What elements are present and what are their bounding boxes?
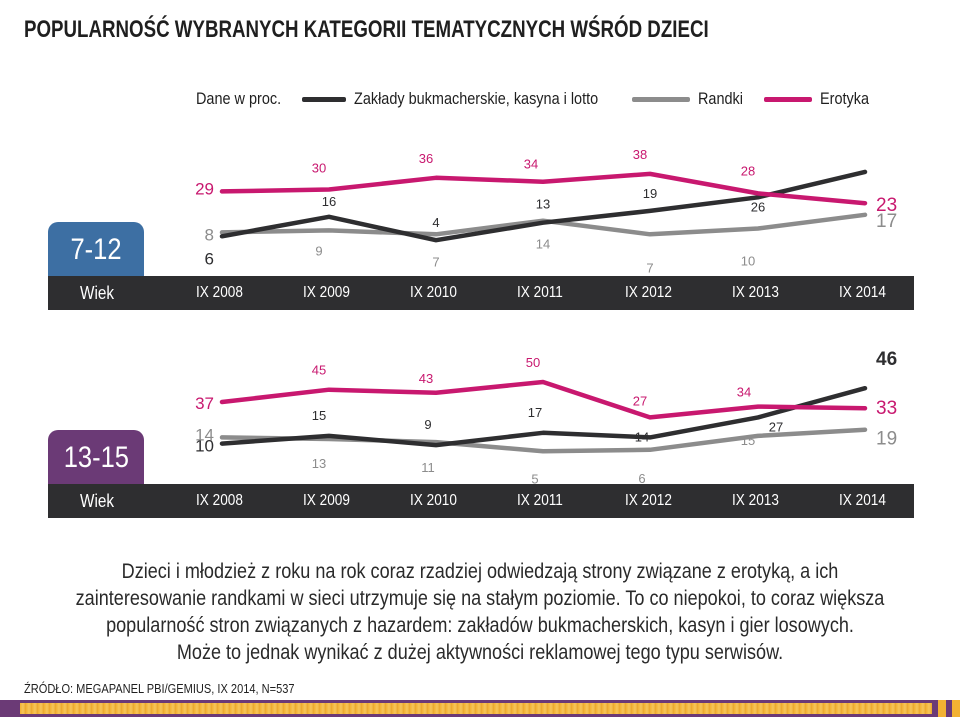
data-label-dating: 14 xyxy=(195,425,214,444)
data-label-erotica: 34 xyxy=(524,157,538,172)
description-line: popularność stron związanych z hazardem:… xyxy=(106,614,854,637)
data-label-gambling: 6 xyxy=(205,249,214,268)
tick-label: IX 2011 xyxy=(517,492,563,509)
data-label-gambling: 16 xyxy=(322,194,336,209)
tick-label: IX 2008 xyxy=(196,284,243,301)
data-label-erotica: 29 xyxy=(195,179,214,198)
data-label-dating: 7 xyxy=(646,260,653,275)
age-group-label: 13-15 xyxy=(63,441,129,474)
data-label-erotica: 30 xyxy=(312,161,326,176)
data-label-dating: 10 xyxy=(741,254,755,269)
data-label-dating: 15 xyxy=(741,433,755,448)
data-label-erotica: 45 xyxy=(312,363,326,378)
age-group-label: 7-12 xyxy=(70,233,122,266)
data-label-erotica: 34 xyxy=(737,385,751,400)
legend-swatch-gambling xyxy=(302,97,346,102)
legend-swatch-dating xyxy=(632,97,690,102)
tick-label: IX 2013 xyxy=(732,284,779,301)
footer-strip-mark xyxy=(938,700,946,717)
data-label-dating: 7 xyxy=(432,254,439,269)
tick-label: IX 2009 xyxy=(303,492,350,509)
x-axis-bar-13-15: Wiek IX 2008 IX 2009 IX 2010 IX 2011 IX … xyxy=(48,484,914,518)
legend-label-erotica: Erotyka xyxy=(820,89,869,108)
description-line: zainteresowanie randkami w sieci utrzymu… xyxy=(75,587,885,610)
description-line: Może to jednak wynikać z dużej aktywnośc… xyxy=(176,641,784,664)
data-label-erotica: 38 xyxy=(633,147,647,162)
data-label-erotica: 36 xyxy=(419,151,433,166)
x-axis-bar-7-12: Wiek IX 2008 IX 2009 IX 2010 IX 2011 IX … xyxy=(48,276,914,310)
description: Dzieci i młodzież z roku na rok coraz rz… xyxy=(0,558,960,666)
age-group-badge-13-15: 13-15 xyxy=(48,430,144,486)
data-label-gambling: 14 xyxy=(635,429,649,444)
data-label-erotica: 33 xyxy=(876,398,897,419)
data-label-dating: 19 xyxy=(876,429,897,450)
tick-label: IX 2009 xyxy=(303,284,350,301)
series-line-gambling xyxy=(219,385,868,448)
data-label-dating: 14 xyxy=(536,237,550,252)
series-line-erotica xyxy=(219,379,868,420)
data-label-erotica: 37 xyxy=(195,394,214,413)
tick-label: IX 2012 xyxy=(625,284,672,301)
footer-strip-inner xyxy=(20,703,932,714)
data-label-gambling: 19 xyxy=(643,186,657,201)
tick-label: IX 2010 xyxy=(410,492,457,509)
legend-label-gambling: Zakłady bukmacherskie, kasyna i lotto xyxy=(354,89,599,108)
data-label-gambling: 10 xyxy=(195,437,214,456)
data-label-gambling: 13 xyxy=(536,197,550,212)
tick-label: IX 2014 xyxy=(839,284,886,301)
data-label-dating: 8 xyxy=(205,225,214,244)
data-label-gambling: 4 xyxy=(432,215,439,230)
chart-13-15: 10 15 9 17 14 27 46 14 13 11 5 6 15 19 37 45 43 50 27 34 33 xyxy=(195,350,897,486)
tick-label: IX 2010 xyxy=(410,284,457,301)
data-label-gambling: 17 xyxy=(528,405,542,420)
data-label-erotica: 50 xyxy=(526,355,540,370)
data-label-gambling: 27 xyxy=(769,419,783,434)
legend-label-dating: Randki xyxy=(698,89,743,108)
data-label-dating: 9 xyxy=(315,243,322,258)
data-label-dating: 5 xyxy=(531,471,538,486)
data-label-dating: 6 xyxy=(638,471,645,486)
series-line-dating xyxy=(219,427,868,454)
footer-strip xyxy=(0,700,960,717)
data-label-erotica: 28 xyxy=(741,163,755,178)
legend-swatch-erotica xyxy=(764,97,812,102)
data-label-gambling: 15 xyxy=(312,408,326,423)
data-label-dating: 13 xyxy=(312,456,326,471)
chart-7-12: 6 16 4 13 19 26 39 8 9 7 14 7 10 17 29 30 36 34 38 28 23 xyxy=(195,140,897,275)
page-title: POPULARNOŚĆ WYBRANYCH KATEGORII TEMATYCZ… xyxy=(24,16,709,43)
data-label-gambling: 46 xyxy=(876,350,897,370)
age-group-badge-7-12: 7-12 xyxy=(48,222,144,278)
series-line-erotica xyxy=(219,171,868,206)
data-label-erotica: 23 xyxy=(876,195,897,216)
data-label-erotica: 27 xyxy=(633,393,647,408)
legend-unit: Dane w proc. xyxy=(196,89,282,108)
data-label-gambling: 9 xyxy=(424,417,431,432)
tick-label: IX 2012 xyxy=(625,492,672,509)
tick-label: IX 2013 xyxy=(732,492,779,509)
data-label-erotica: 43 xyxy=(419,371,433,386)
data-label-dating: 11 xyxy=(421,460,435,475)
tick-label: IX 2008 xyxy=(196,492,243,509)
axis-label-wiek: Wiek xyxy=(80,491,114,511)
footer-strip-mark xyxy=(952,700,960,717)
description-line: Dzieci i młodzież z roku na rok coraz rz… xyxy=(121,560,839,583)
source-note: ŹRÓDŁO: MEGAPANEL PBI/GEMIUS, IX 2014, N… xyxy=(24,681,295,696)
series-line-gambling xyxy=(219,169,868,243)
data-label-dating: 17 xyxy=(876,211,897,232)
chart-legend: Dane w proc. Zakłady bukmacherskie, kasy… xyxy=(0,88,960,112)
data-label-gambling: 26 xyxy=(751,199,765,214)
axis-label-wiek: Wiek xyxy=(80,283,114,303)
tick-label: IX 2011 xyxy=(517,284,563,301)
data-label-gambling: 39 xyxy=(876,140,897,142)
tick-label: IX 2014 xyxy=(839,492,886,509)
